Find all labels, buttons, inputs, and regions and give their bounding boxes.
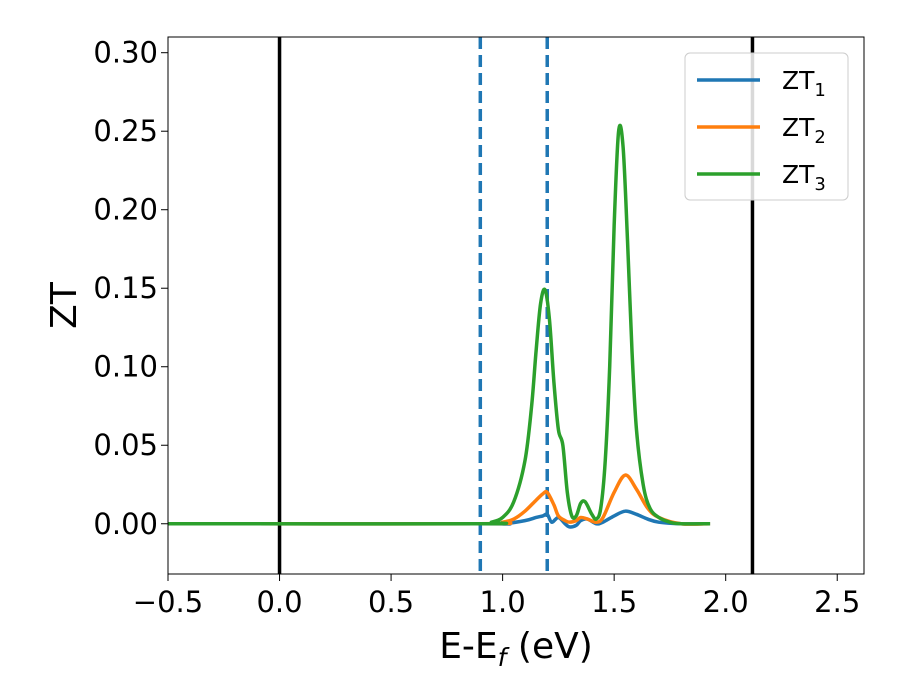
x-axis-label-main: E-E: [439, 626, 497, 667]
x-tick-label: 0.0: [256, 585, 302, 619]
x-tick-label: 2.5: [814, 585, 860, 619]
y-tick-label: 0.15: [93, 271, 158, 305]
x-axis-label: E-Ef (eV): [439, 626, 593, 672]
axis-ticks: −0.5 0.0 0.5 1.0 1.5 2.0 2.5 0.00 0.05 0.10 0.15 0.…: [93, 36, 860, 619]
legend: ZT1 ZT2 ZT3: [684, 52, 849, 201]
x-tick-label: 2.0: [703, 585, 749, 619]
series-line-zt3: [168, 123, 711, 526]
series-line-zt1: [168, 509, 711, 529]
plot-frame: [167, 36, 865, 575]
legend-box: [684, 52, 849, 201]
y-tick-label: 0.20: [93, 193, 158, 227]
legend-label-zt2: ZT2: [782, 113, 826, 148]
y-tick-label: 0.00: [93, 507, 158, 541]
x-axis-label-unit: (eV): [506, 626, 592, 667]
series-lines: [168, 123, 711, 529]
y-tick-label: 0.30: [93, 36, 158, 70]
legend-label-zt1: ZT1: [782, 66, 826, 101]
y-tick-label: 0.05: [93, 428, 158, 462]
y-axis-label: ZT: [44, 281, 85, 329]
legend-label-zt3: ZT3: [782, 160, 826, 195]
x-tick-label: 0.5: [368, 585, 414, 619]
series-line-zt2: [168, 473, 711, 526]
x-tick-label: −0.5: [133, 585, 203, 619]
y-tick-label: 0.25: [93, 114, 158, 148]
y-tick-label: 0.10: [93, 350, 158, 384]
x-tick-label: 1.5: [591, 585, 637, 619]
x-tick-label: 1.0: [480, 585, 526, 619]
